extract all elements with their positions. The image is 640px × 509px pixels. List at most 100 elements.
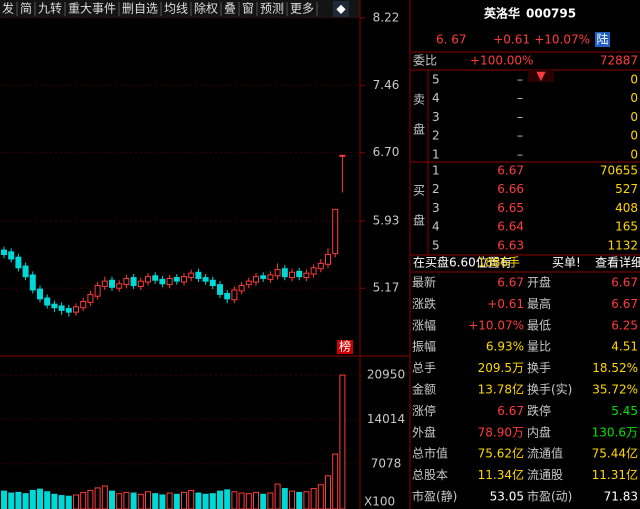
y-tick-label: 8.22 bbox=[373, 10, 400, 24]
volume-bar bbox=[101, 485, 108, 509]
stat-label: 量比 bbox=[527, 340, 551, 354]
toolbar-item[interactable]: 更多 bbox=[290, 2, 314, 16]
level: 3 bbox=[432, 110, 440, 124]
volume-bar bbox=[80, 491, 87, 509]
stat-label: 总市值 bbox=[412, 446, 448, 461]
notice-text: 在买盘6.60位置有 bbox=[413, 255, 512, 270]
stat-value: 35.72% bbox=[592, 383, 638, 397]
weibi-diff: 72887 bbox=[600, 54, 638, 68]
candle-body bbox=[296, 270, 303, 278]
change-pct: +10.07% bbox=[534, 33, 590, 47]
volume-bar bbox=[130, 492, 137, 509]
stat-label: 总股本 bbox=[412, 468, 448, 482]
candle-body bbox=[231, 289, 238, 301]
level-price: – bbox=[517, 129, 523, 143]
nav-button[interactable] bbox=[333, 1, 349, 17]
stat-label: 总手 bbox=[412, 361, 436, 375]
volume-bar bbox=[209, 493, 216, 509]
volume-bar bbox=[310, 488, 317, 509]
volume-tick-label: 14014 bbox=[367, 412, 405, 426]
notice-link[interactable]: 查看详细 bbox=[595, 255, 640, 270]
volume-bar bbox=[94, 487, 101, 509]
level-volume: 408 bbox=[615, 201, 638, 215]
rank-badge-bg[interactable] bbox=[337, 340, 353, 354]
candle-body bbox=[37, 288, 43, 300]
candle-body bbox=[159, 278, 166, 285]
stat-value: 53.05 bbox=[490, 490, 524, 504]
volume-bar bbox=[73, 494, 79, 509]
buy-label: 盘 bbox=[413, 213, 425, 228]
candle-body bbox=[1, 249, 7, 256]
level: 2 bbox=[432, 182, 440, 196]
candle-body bbox=[339, 154, 346, 157]
volume-bar bbox=[145, 491, 151, 509]
candle-body bbox=[188, 272, 195, 279]
level-volume: 527 bbox=[615, 182, 638, 196]
stat-value: 75.44亿 bbox=[592, 446, 638, 461]
volume-bar bbox=[109, 490, 115, 509]
level-volume: 165 bbox=[615, 220, 638, 234]
volume-bar bbox=[37, 488, 43, 509]
toolbar-item[interactable]: 除权 bbox=[194, 1, 218, 16]
candle-body bbox=[123, 277, 130, 286]
toolbar-item[interactable]: 简 bbox=[20, 2, 32, 16]
stat-label: 振幅 bbox=[412, 339, 436, 354]
expand-button[interactable] bbox=[528, 70, 554, 82]
stat-value: 5.45 bbox=[611, 404, 638, 418]
toolbar-item[interactable]: 删自选 bbox=[122, 2, 158, 16]
stat-label: 外盘 bbox=[412, 424, 436, 439]
stat-value: 71.83 bbox=[604, 490, 638, 504]
level: 1 bbox=[432, 164, 440, 178]
rank-badge[interactable]: 榜 bbox=[339, 339, 351, 354]
candle-body bbox=[274, 269, 281, 277]
candle-body bbox=[58, 305, 65, 311]
volume-bar bbox=[332, 453, 339, 509]
candle-body bbox=[80, 300, 87, 309]
volume-bar bbox=[44, 491, 51, 509]
toolbar-item[interactable]: 均线 bbox=[164, 2, 188, 16]
stat-value: 11.31亿 bbox=[592, 467, 638, 482]
toolbar-item[interactable]: 预测 bbox=[260, 2, 284, 16]
stat-label: 流通股 bbox=[527, 468, 563, 482]
badge-bg bbox=[595, 32, 610, 47]
stat-value: 209.5万 bbox=[478, 361, 524, 375]
stat-label: 最低 bbox=[527, 318, 551, 332]
volume-bar bbox=[29, 489, 36, 509]
stat-value: 6.25 bbox=[611, 318, 638, 332]
level-volume: 0 bbox=[630, 147, 638, 161]
nav-icon[interactable]: ◆ bbox=[336, 2, 346, 16]
candle-body bbox=[15, 256, 22, 269]
volume-bar bbox=[166, 492, 173, 509]
candle-body bbox=[73, 306, 79, 313]
level: 4 bbox=[432, 220, 440, 234]
volume-bar bbox=[224, 489, 231, 509]
toolbar-item[interactable]: 窗 bbox=[242, 2, 254, 16]
candle-body bbox=[289, 271, 295, 279]
level-volume: 0 bbox=[630, 91, 638, 105]
candle-body bbox=[173, 277, 180, 282]
volume-bar bbox=[274, 483, 281, 509]
volume-bar bbox=[51, 493, 58, 509]
level-price: – bbox=[517, 110, 523, 124]
candle-body bbox=[310, 267, 317, 275]
toolbar-item[interactable]: 九转 bbox=[38, 1, 62, 16]
toolbar-item[interactable]: 重大事件 bbox=[68, 2, 116, 16]
volume-unit: X100 bbox=[364, 495, 395, 509]
level-volume: 1132 bbox=[607, 238, 638, 252]
candle-body bbox=[245, 280, 252, 286]
volume-bar bbox=[317, 484, 324, 509]
buy-label: 买 bbox=[413, 184, 425, 198]
toolbar-item[interactable]: 叠 bbox=[224, 2, 236, 16]
expand-icon[interactable]: ▼ bbox=[536, 69, 546, 83]
candle-body bbox=[22, 265, 29, 278]
volume-bar bbox=[15, 491, 22, 509]
stat-label: 开盘 bbox=[527, 275, 551, 290]
sell-label: 卖 bbox=[413, 93, 425, 107]
stat-label: 市盈(动) bbox=[527, 489, 572, 504]
stat-value: 130.6万 bbox=[592, 425, 638, 439]
stat-label: 涨停 bbox=[412, 403, 436, 418]
level-price: – bbox=[517, 91, 523, 105]
toolbar-item[interactable]: 发 bbox=[2, 1, 14, 16]
